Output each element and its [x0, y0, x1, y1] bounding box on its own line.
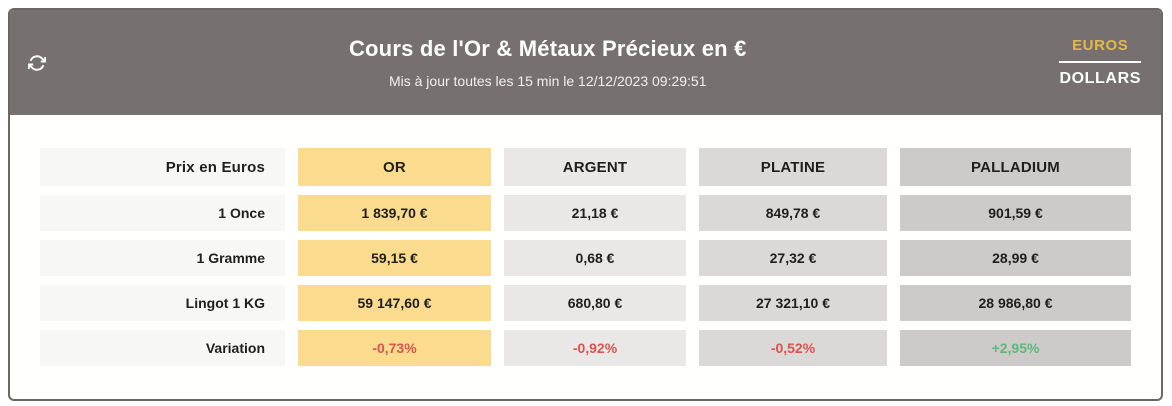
variation-palladium: +2,95%	[900, 330, 1131, 366]
value-palladium-once: 901,59 €	[900, 195, 1131, 231]
price-table: Prix en Euros OR ARGENT PLATINE PALLADIU…	[10, 115, 1161, 366]
value-platine-gramme: 27,32 €	[699, 240, 887, 276]
value-or-gramme: 59,15 €	[298, 240, 491, 276]
currency-toggle: EUROS DOLLARS	[1059, 37, 1141, 88]
currency-option-euros[interactable]: EUROS	[1072, 37, 1129, 54]
value-palladium-lingot: 28 986,80 €	[900, 285, 1131, 321]
value-platine-lingot: 27 321,10 €	[699, 285, 887, 321]
variation-platine: -0,52%	[699, 330, 887, 366]
refresh-button[interactable]	[28, 54, 46, 72]
row-label-gramme: 1 Gramme	[40, 240, 285, 276]
variation-or: -0,73%	[298, 330, 491, 366]
value-argent-gramme: 0,68 €	[504, 240, 686, 276]
table-corner-label: Prix en Euros	[40, 148, 285, 186]
toggle-divider	[1059, 61, 1141, 63]
refresh-icon	[28, 54, 46, 72]
column-header-palladium: PALLADIUM	[900, 148, 1131, 186]
value-or-lingot: 59 147,60 €	[298, 285, 491, 321]
column-header-or: OR	[298, 148, 491, 186]
update-status-text: Mis à jour toutes les 15 min le 12/12/20…	[388, 73, 707, 89]
variation-argent: -0,92%	[504, 330, 686, 366]
row-label-once: 1 Once	[40, 195, 285, 231]
column-header-argent: ARGENT	[504, 148, 686, 186]
row-label-variation: Variation	[40, 330, 285, 366]
value-argent-lingot: 680,80 €	[504, 285, 686, 321]
value-argent-once: 21,18 €	[504, 195, 686, 231]
widget-header: Cours de l'Or & Métaux Précieux en € Mis…	[10, 10, 1161, 115]
value-or-once: 1 839,70 €	[298, 195, 491, 231]
page-title: Cours de l'Or & Métaux Précieux en €	[348, 36, 747, 61]
currency-option-dollars[interactable]: DOLLARS	[1059, 70, 1141, 87]
value-platine-once: 849,78 €	[699, 195, 887, 231]
gold-price-widget: Cours de l'Or & Métaux Précieux en € Mis…	[8, 8, 1163, 401]
value-palladium-gramme: 28,99 €	[900, 240, 1131, 276]
row-label-lingot: Lingot 1 KG	[40, 285, 285, 321]
column-header-platine: PLATINE	[699, 148, 887, 186]
